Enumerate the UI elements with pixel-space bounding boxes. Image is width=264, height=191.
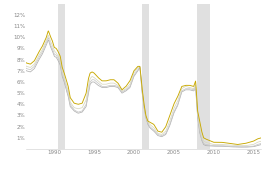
Bar — [142, 4, 149, 149]
Bar — [58, 4, 65, 149]
Bar — [197, 4, 210, 149]
